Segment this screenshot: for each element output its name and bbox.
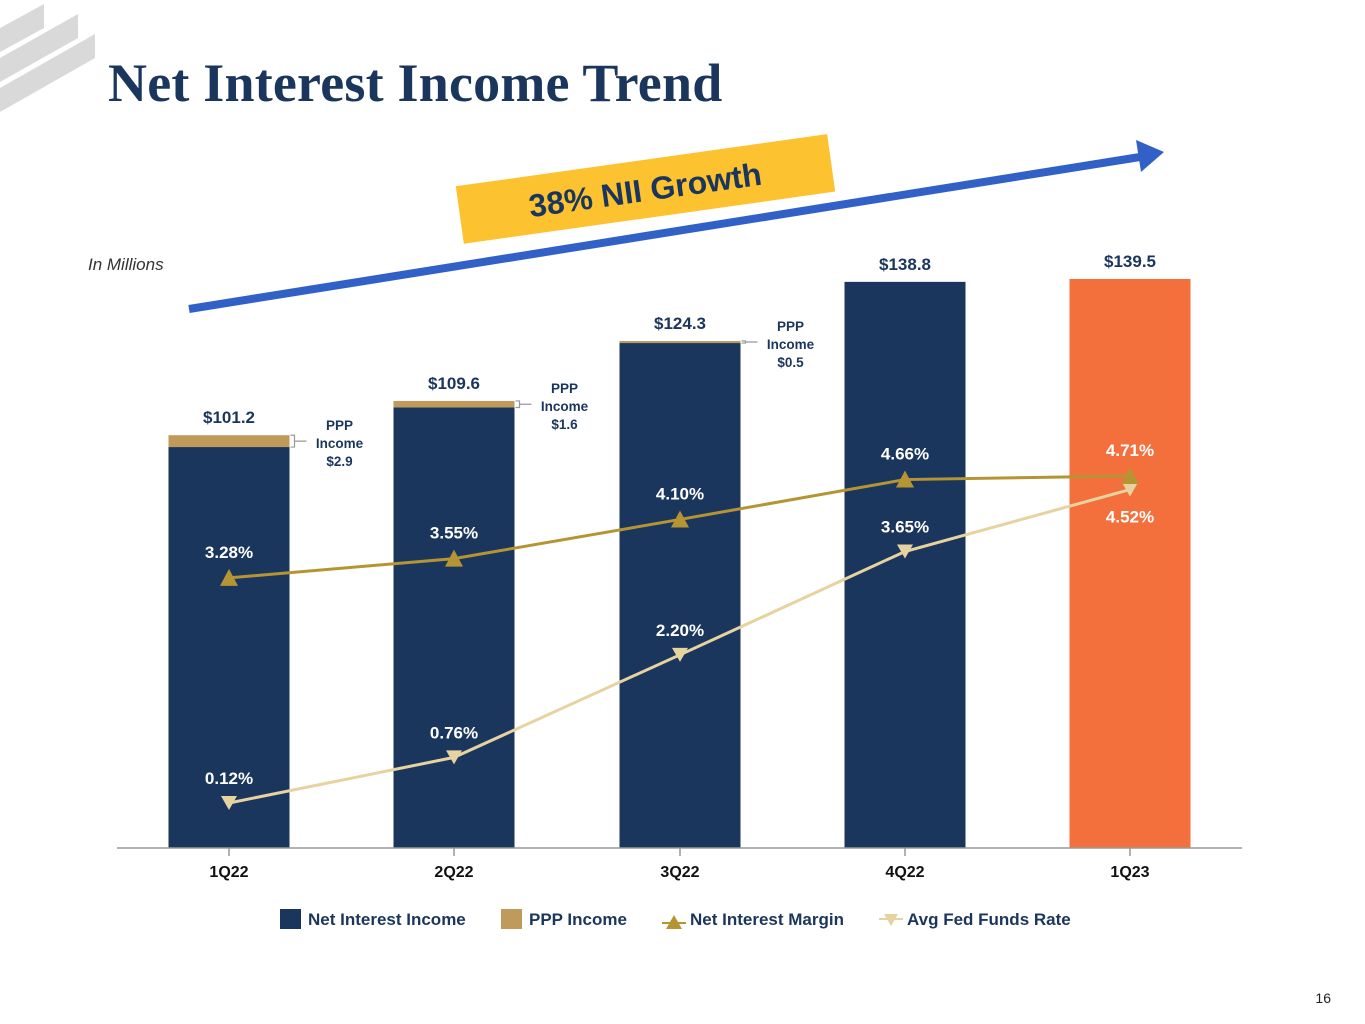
marker-nim xyxy=(1121,467,1139,484)
marker-fed-funds xyxy=(446,750,462,765)
marker-nim xyxy=(220,568,238,586)
fed-funds-label: 2.20% xyxy=(656,621,704,640)
marker-nim xyxy=(445,549,463,567)
legend-label-ppp: PPP Income xyxy=(529,910,627,929)
x-tick-label: 4Q22 xyxy=(885,864,924,881)
marker-fed-funds xyxy=(672,647,688,662)
legend-swatch-ppp xyxy=(501,909,522,929)
total-label: $138.8 xyxy=(879,255,931,274)
nim-label: 3.28% xyxy=(205,543,253,562)
marker-nim xyxy=(671,510,689,528)
marker-fed-funds xyxy=(1122,482,1138,497)
ppp-label-line1: PPP xyxy=(551,381,578,396)
ppp-label-line3: $2.9 xyxy=(326,454,352,469)
nim-label: 4.71% xyxy=(1106,441,1154,460)
x-tick-label: 1Q22 xyxy=(209,864,248,881)
total-label: $101.2 xyxy=(203,408,255,427)
nim-label: 4.10% xyxy=(656,484,704,503)
fed-funds-label: 4.52% xyxy=(1106,508,1154,527)
legend-label-nim: Net Interest Margin xyxy=(690,910,844,929)
marker-fed-funds xyxy=(221,796,237,810)
legend-label-nii: Net Interest Income xyxy=(308,910,466,929)
fed-funds-label: 0.12% xyxy=(205,769,253,788)
growth-arrow xyxy=(188,140,1164,313)
page-title: Net Interest Income Trend xyxy=(108,53,723,113)
marker-nim xyxy=(896,470,914,488)
ppp-label-line2: Income xyxy=(316,436,364,451)
ppp-label-line1: PPP xyxy=(326,418,353,433)
ppp-label-line3: $0.5 xyxy=(777,355,804,370)
marker-fed-funds xyxy=(897,544,913,559)
logo-icon xyxy=(0,4,95,112)
bar-ppp-3q22 xyxy=(619,340,741,344)
ppp-label-line3: $1.6 xyxy=(551,417,578,432)
nim-label: 4.66% xyxy=(881,445,929,464)
bar-nii-1q22 xyxy=(168,447,290,848)
bar-nii-4q22 xyxy=(844,281,966,848)
total-label: $139.5 xyxy=(1104,252,1156,271)
bar-nii-1q23 xyxy=(1069,279,1191,848)
ppp-bracket xyxy=(741,340,758,344)
bar-nii-3q22 xyxy=(619,343,741,848)
page-number: 16 xyxy=(1315,990,1331,1006)
bar-nii-2q22 xyxy=(393,407,515,848)
total-label: $109.6 xyxy=(428,374,480,393)
legend-marker-fed xyxy=(884,914,898,926)
legend-label-fed: Avg Fed Funds Rate xyxy=(907,910,1071,929)
nim-label: 3.55% xyxy=(430,524,478,543)
growth-banner: 38% NII Growth xyxy=(455,134,836,244)
bar-ppp-2q22 xyxy=(393,400,515,408)
unit-label: In Millions xyxy=(88,255,164,274)
x-tick-label: 3Q22 xyxy=(660,864,699,881)
ppp-label-line1: PPP xyxy=(777,319,804,334)
x-tick-label: 1Q23 xyxy=(1110,864,1149,881)
ppp-bracket xyxy=(290,434,307,448)
ppp-label-line2: Income xyxy=(767,337,815,352)
fed-funds-label: 3.65% xyxy=(881,518,929,537)
ppp-label-line2: Income xyxy=(541,399,589,414)
fed-funds-label: 0.76% xyxy=(430,723,478,742)
bar-ppp-1q22 xyxy=(168,435,290,448)
total-label: $124.3 xyxy=(654,314,706,333)
legend-swatch-nii xyxy=(280,909,301,929)
x-tick-label: 2Q22 xyxy=(434,864,473,881)
legend-marker-nim xyxy=(666,915,682,929)
ppp-bracket xyxy=(515,400,532,409)
